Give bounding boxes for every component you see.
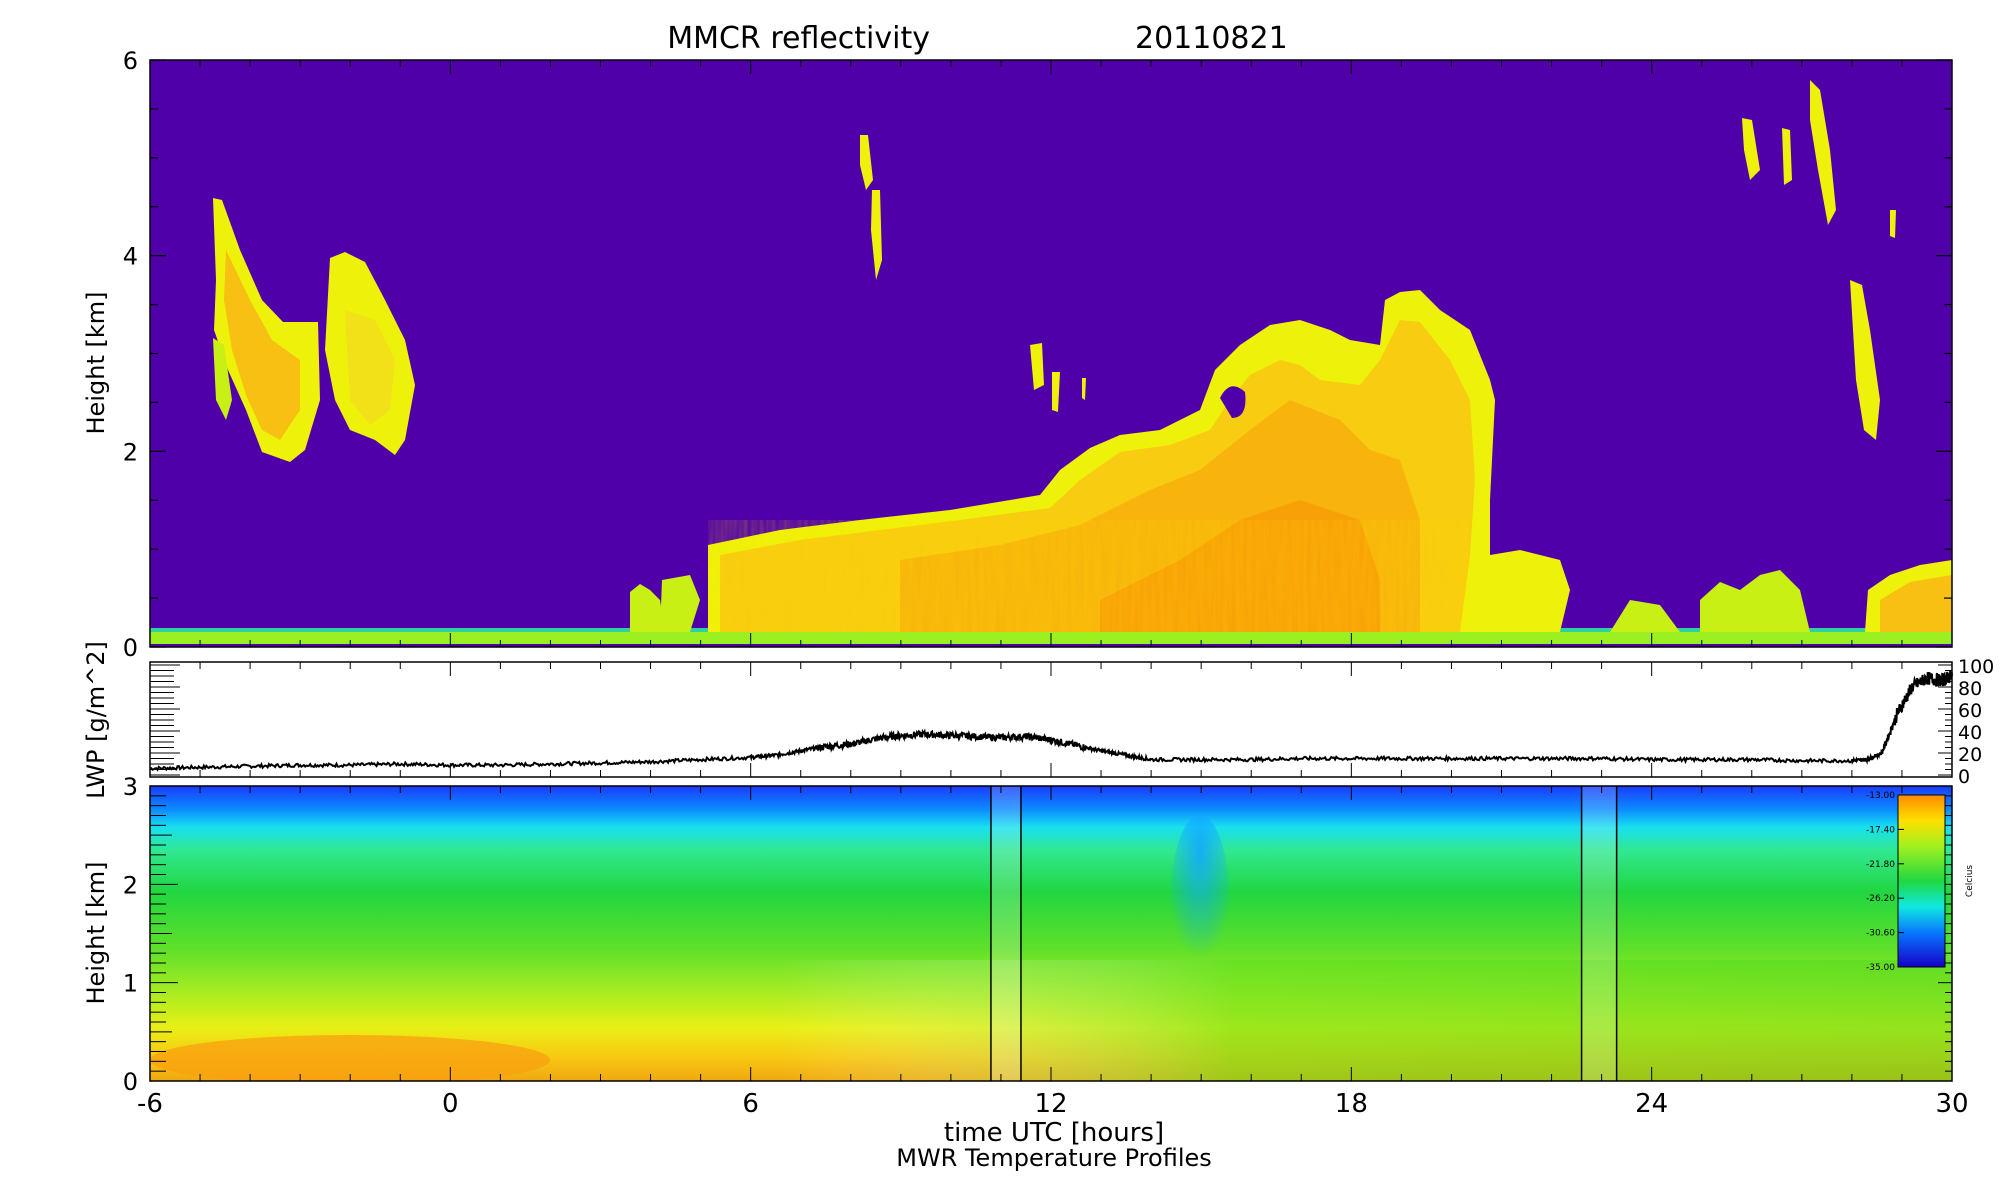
temperature-cold-intrusion [1170,815,1230,995]
cloud-main [630,290,1570,632]
colorbar-tick-label: -13.00 [1866,791,1895,801]
temperature-panel: 0 1 2 3 Height [km] -13.00 -17.40 -21.80 -26.2… [82,773,1975,1096]
radar-panel: 0 2 4 6 Height [km] [82,47,1953,662]
x-axis-label: time UTC [hours] [944,1118,1164,1148]
x-tick-label: -6 [137,1089,163,1119]
x-tick-label: 24 [1635,1089,1668,1119]
radar-ylabel: Height [km] [82,292,110,435]
cloud-high-mid [860,135,1086,412]
radar-ytick-label: 4 [123,243,138,271]
radar-clouds [150,80,1952,644]
chart-title: MMCR reflectivity [667,21,930,56]
colorbar-label: Celcius [1965,865,1975,897]
radar-y-ticks: 0 2 4 6 [123,47,1952,662]
x-tick-label: 0 [442,1089,459,1119]
colorbar-tick-label: -21.80 [1866,860,1895,870]
cloud-right [1610,80,1952,632]
colorbar-tick-label: -30.60 [1866,929,1895,939]
x-tick-label: 12 [1034,1089,1067,1119]
x-axis-ticks: -6 0 6 12 18 24 30 [137,60,1969,1119]
radar-ytick-label: 6 [123,47,138,75]
temperature-data-gap [990,786,1021,1081]
colorbar-tick-label: -35.00 [1866,963,1895,973]
temperature-data-gaps [990,786,1618,1081]
temperature-ytick-label: 1 [123,970,138,998]
temperature-ytick-label: 2 [123,871,138,899]
lwp-ytick-label: 40 [1958,722,1982,744]
cloud-cirrus-left [213,198,320,462]
lwp-ylabel: LWP [g/m^2] [82,641,110,799]
temperature-y-ticks: 0 1 2 3 [123,773,1952,1096]
x-tick-label: 18 [1335,1089,1368,1119]
lwp-ytick-label: 0 [1958,766,1970,788]
temperature-ytick-label: 3 [123,773,138,801]
colorbar-gradient [1897,794,1946,968]
temperature-ytick-label: 0 [123,1068,138,1096]
radar-ytick-label: 0 [123,634,138,662]
x-tick-label: 30 [1935,1089,1968,1119]
chart-date: 20110821 [1135,21,1288,56]
lwp-ytick-label: 60 [1958,700,1982,722]
temperature-ylabel: Height [km] [82,862,110,1005]
colorbar-tick-label: -17.40 [1866,825,1895,835]
lwp-ytick-label: 80 [1958,678,1982,700]
lwp-ytick-label: 20 [1958,744,1982,766]
temperature-data-gap [1581,786,1617,1081]
radar-ytick-label: 2 [123,438,138,466]
lwp-ytick-label: 100 [1958,656,1994,678]
colorbar: -13.00 -17.40 -21.80 -26.20 -30.60 -35.00 Cel… [1866,791,1975,973]
cloud-cirrus-mid-left [325,252,415,455]
colorbar-ticks: -13.00 -17.40 -21.80 -26.20 -30.60 -35.00 [1866,791,1904,973]
lwp-series-line [149,670,1953,772]
colorbar-tick-label: -26.20 [1866,894,1895,904]
footer-caption: MWR Temperature Profiles [896,1144,1212,1172]
x-tick-label: 6 [742,1089,759,1119]
